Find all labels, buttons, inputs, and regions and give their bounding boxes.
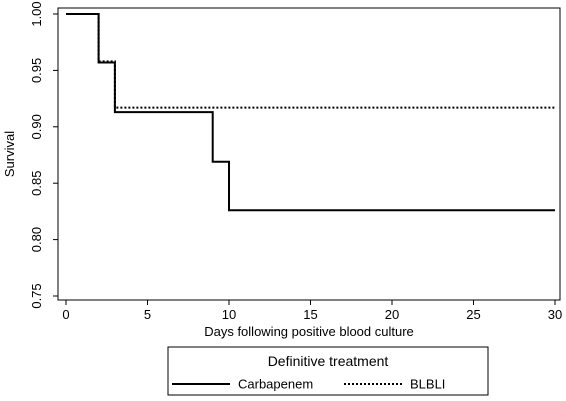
x-tick-label: 25 — [466, 307, 480, 322]
plot-frame — [57, 7, 561, 301]
legend-label-blbli: BLBLI — [410, 377, 445, 392]
y-axis-title: Survival — [2, 131, 17, 177]
series-line-blbli — [66, 13, 555, 109]
y-tick-label: 0.90 — [29, 114, 44, 139]
x-axis-title: Days following positive blood culture — [204, 324, 414, 339]
x-tick-label: 10 — [222, 307, 236, 322]
x-tick-label: 15 — [303, 307, 317, 322]
y-tick-label: 0.85 — [29, 171, 44, 196]
y-axis: 0.75 0.80 0.85 0.90 0.95 1.00 — [29, 1, 58, 309]
legend-label-carbapenem: Carbapenem — [238, 377, 313, 392]
x-tick-label: 20 — [385, 307, 399, 322]
legend-items: Carbapenem BLBLI — [172, 377, 445, 392]
legend: Definitive treatment Carbapenem BLBLI — [167, 346, 489, 396]
series-line-carbapenem — [66, 13, 555, 212]
x-tick-label: 0 — [62, 307, 69, 322]
x-tick-label: 30 — [548, 307, 562, 322]
y-tick-label: 0.95 — [29, 58, 44, 83]
x-axis: 0 5 10 15 20 25 30 — [62, 300, 562, 322]
y-tick-label: 0.75 — [29, 283, 44, 308]
y-tick-label: 0.80 — [29, 227, 44, 252]
legend-title: Definitive treatment — [268, 353, 389, 369]
y-tick-label: 1.00 — [29, 1, 44, 26]
legend-box — [167, 346, 489, 396]
x-tick-label: 5 — [144, 307, 151, 322]
plot-area — [57, 7, 561, 301]
